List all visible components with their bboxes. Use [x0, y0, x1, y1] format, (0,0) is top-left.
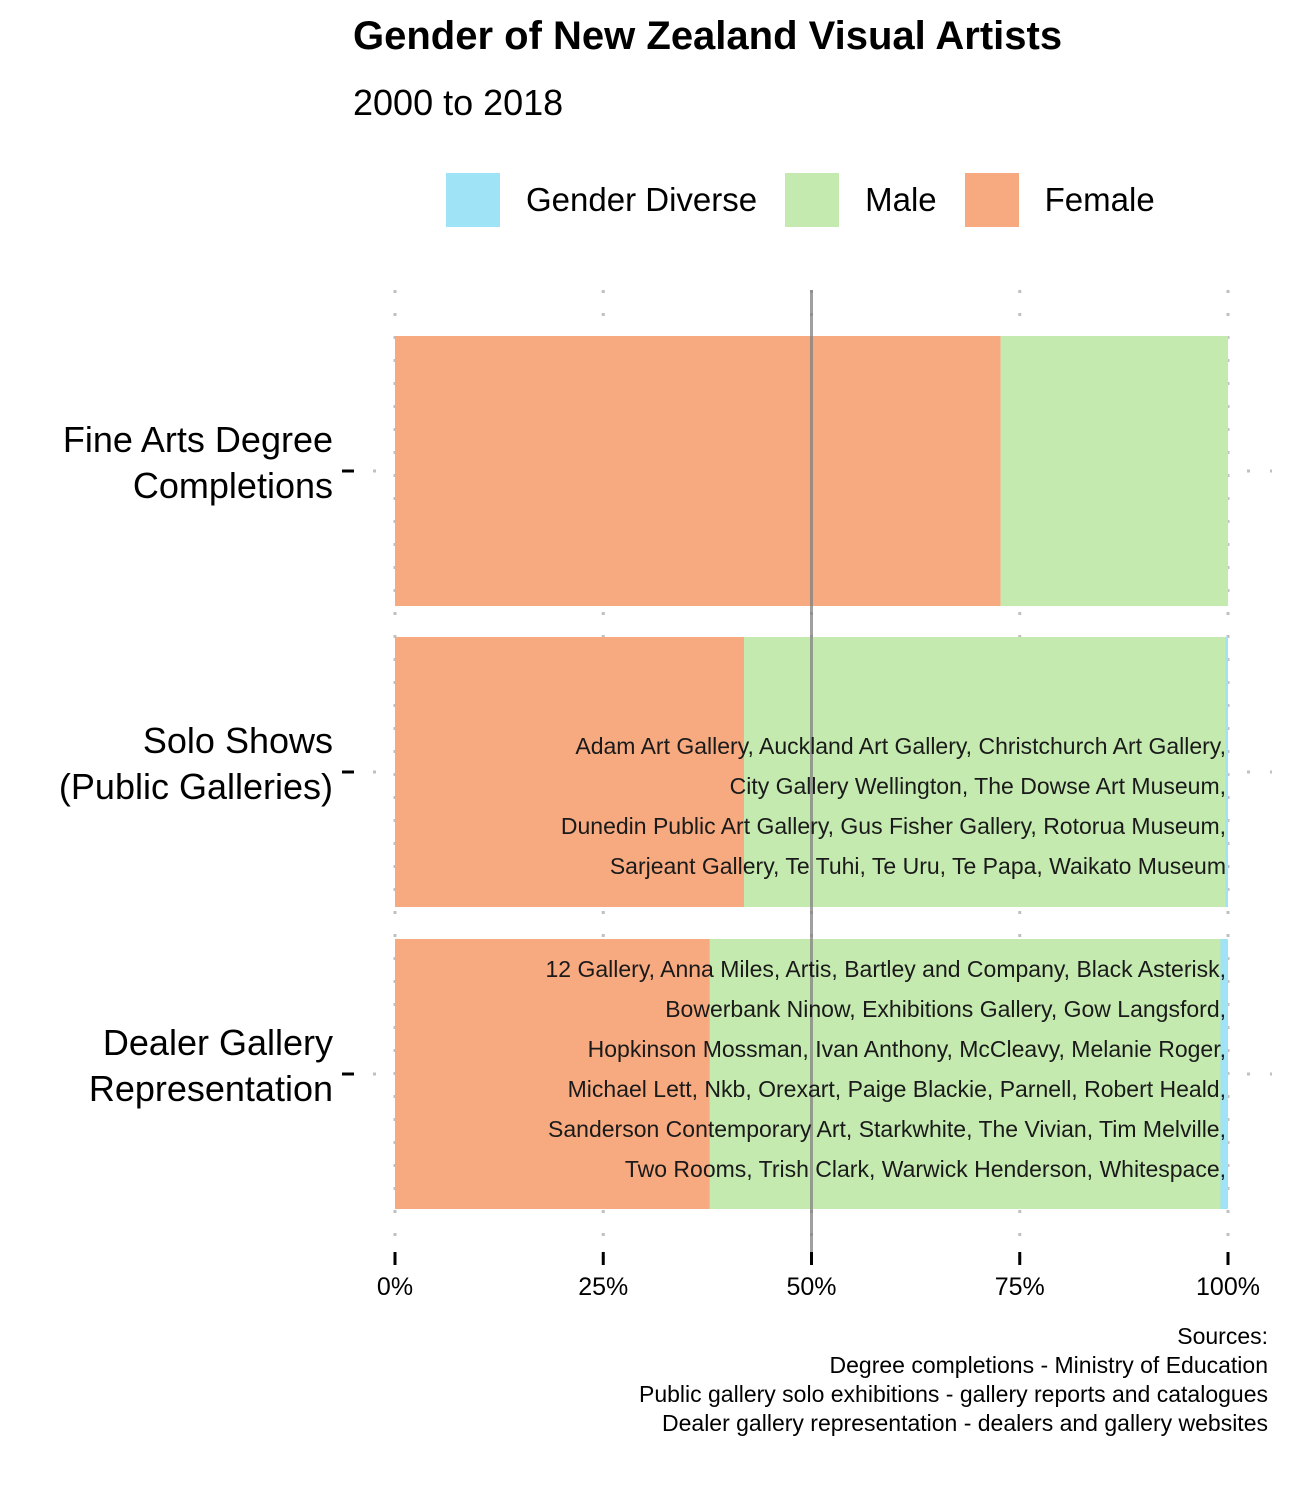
sources-heading: Sources:	[1177, 1323, 1268, 1349]
legend-item-male: Male	[785, 173, 937, 227]
annotation-text: Dunedin Public Art Gallery, Gus Fisher G…	[561, 813, 1226, 839]
annotation-text: Sanderson Contemporary Art, Starkwhite, …	[548, 1116, 1226, 1142]
bar-segment-male	[744, 637, 1226, 907]
chart-subtitle: 2000 to 2018	[353, 82, 564, 123]
legend-swatch-male	[785, 173, 840, 227]
annotation-text: Bowerbank Ninow, Exhibitions Gallery, Go…	[665, 996, 1226, 1022]
legend-item-gender-diverse: Gender Diverse	[446, 173, 757, 227]
annotation-text: Michael Lett, Nkb, Orexart, Paige Blacki…	[568, 1076, 1226, 1102]
x-tick-label: 25%	[578, 1273, 628, 1301]
annotation-text: 12 Gallery, Anna Miles, Artis, Bartley a…	[546, 956, 1227, 982]
x-tick-label: 0%	[377, 1273, 413, 1301]
x-tick-label: 100%	[1196, 1273, 1260, 1301]
source-line: Dealer gallery representation - dealers …	[662, 1410, 1268, 1436]
y-tick-label: Dealer Gallery Representation	[89, 1022, 333, 1109]
bar-segment-female	[395, 939, 710, 1209]
annotation-text: Adam Art Gallery, Auckland Art Gallery, …	[575, 733, 1226, 759]
legend-label-female: Female	[1044, 181, 1155, 218]
legend-item-female: Female	[964, 173, 1155, 227]
bar-segment-female	[395, 637, 745, 907]
sources-note: Sources: Degree completions - Ministry o…	[639, 1322, 1268, 1438]
source-line: Degree completions - Ministry of Educati…	[829, 1352, 1268, 1378]
x-tick-label: 50%	[786, 1273, 836, 1301]
annotation-text: Hopkinson Mossman, Ivan Anthony, McCleav…	[588, 1036, 1226, 1062]
legend: Gender Diverse Male Female	[446, 172, 1183, 228]
y-tick-label: Fine Arts Degree Completions	[63, 419, 333, 506]
bar-segment-gender-diverse	[1220, 939, 1228, 1209]
annotation-text: Two Rooms, Trish Clark, Warwick Henderso…	[625, 1156, 1226, 1182]
legend-label-gender-diverse: Gender Diverse	[526, 181, 758, 218]
bar-segment-male	[1000, 336, 1228, 606]
x-tick-label: 75%	[995, 1273, 1045, 1301]
legend-swatch-gender-diverse	[446, 173, 500, 227]
bar-segment-gender-diverse	[1225, 637, 1228, 907]
annotation-text: Sarjeant Gallery, Te Tuhi, Te Uru, Te Pa…	[610, 853, 1226, 879]
legend-swatch-female	[964, 173, 1019, 227]
annotation-text: City Gallery Wellington, The Dowse Art M…	[730, 773, 1226, 799]
chart-title: Gender of New Zealand Visual Artists	[353, 14, 1063, 58]
source-line: Public gallery solo exhibitions - galler…	[638, 1381, 1268, 1407]
bar-segment-male	[709, 939, 1221, 1209]
legend-label-male: Male	[865, 181, 937, 218]
y-tick-label: Solo Shows (Public Galleries)	[59, 720, 333, 807]
bar-segment-female	[395, 336, 1001, 606]
